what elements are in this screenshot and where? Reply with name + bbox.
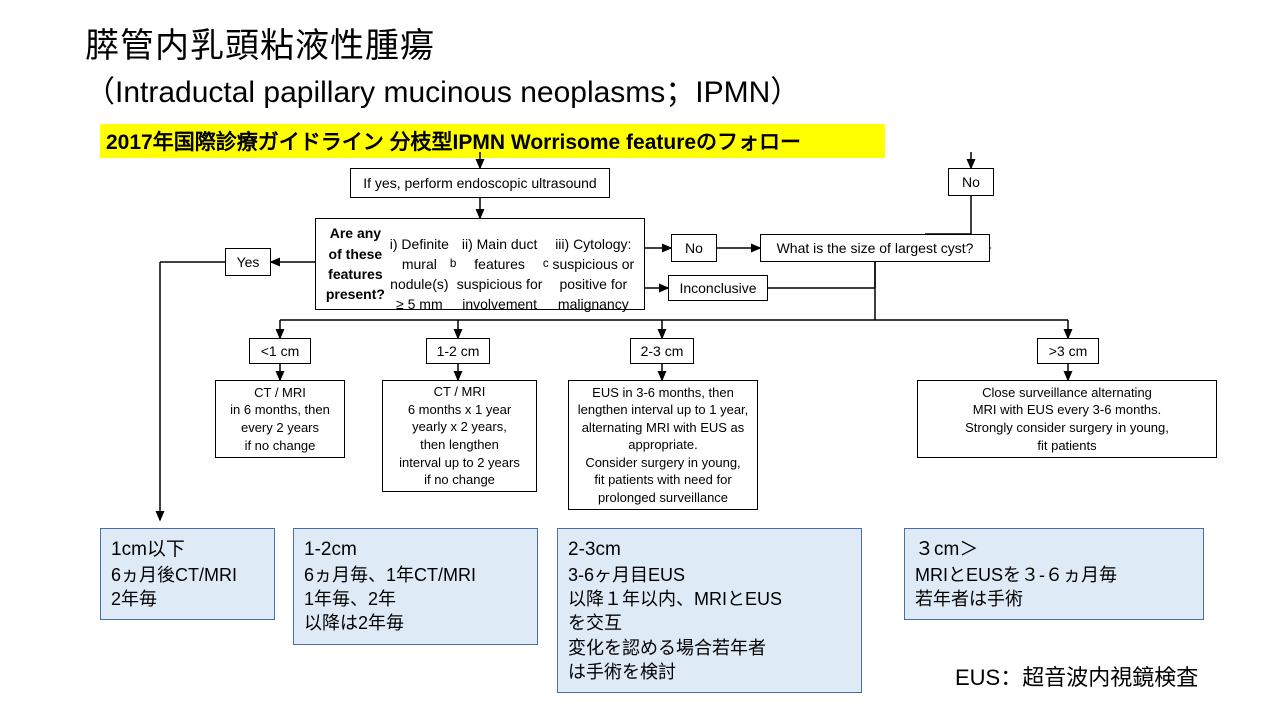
summary-body: 3-6ヶ月目EUS以降１年以内、MRIとEUSを交互変化を認める場合若年者は手術… xyxy=(568,563,851,684)
flow-node-c12: 1-2 cm xyxy=(426,338,490,364)
summary-heading: 1-2cm xyxy=(304,537,527,563)
flow-node-endo: If yes, perform endoscopic ultrasound xyxy=(350,168,610,198)
summary-box-2: 2-3cm3-6ヶ月目EUS以降１年以内、MRIとEUSを交互変化を認める場合若… xyxy=(557,528,862,693)
flow-node-f2: CT / MRI6 months x 1 yearyearly x 2 year… xyxy=(382,380,537,492)
summary-body: 6ヵ月後CT/MRI2年毎 xyxy=(111,563,264,612)
flow-node-f1: CT / MRIin 6 months, thenevery 2 yearsif… xyxy=(215,380,345,458)
summary-box-3: ３cm＞MRIとEUSを３‐６ヵ月毎若年者は手術 xyxy=(904,528,1204,620)
flow-node-incon: Inconclusive xyxy=(668,275,768,301)
summary-box-0: 1cm以下6ヵ月後CT/MRI2年毎 xyxy=(100,528,275,620)
footnote-eus: EUS：超音波内視鏡検査 xyxy=(955,660,1198,692)
flow-node-no1: No xyxy=(671,234,717,262)
summary-heading: 2-3cm xyxy=(568,537,851,563)
flow-node-yes: Yes xyxy=(225,248,271,276)
flow-node-f4: Close surveillance alternatingMRI with E… xyxy=(917,380,1217,458)
guideline-banner: 2017年国際診療ガイドライン 分枝型IPMN Worrisome featur… xyxy=(100,124,885,158)
title-jp: 膵管内乳頭粘液性腫瘍 xyxy=(85,18,800,67)
summary-heading: 1cm以下 xyxy=(111,537,264,563)
banner-text: 2017年国際診療ガイドライン 分枝型IPMN Worrisome featur… xyxy=(106,131,801,154)
flow-node-f3: EUS in 3-6 months, thenlengthen interval… xyxy=(568,380,758,510)
title-sub: （Intraductal papillary mucinous neoplasm… xyxy=(85,67,800,111)
flow-node-size: What is the size of largest cyst? xyxy=(760,234,990,262)
summary-body: 6ヵ月毎、1年CT/MRI1年毎、2年以降は2年毎 xyxy=(304,563,527,636)
footnote-text: EUS：超音波内視鏡検査 xyxy=(955,665,1198,690)
title-block: 膵管内乳頭粘液性腫瘍 （Intraductal papillary mucino… xyxy=(85,18,800,111)
summary-box-1: 1-2cm6ヵ月毎、1年CT/MRI1年毎、2年以降は2年毎 xyxy=(293,528,538,645)
summary-body: MRIとEUSを３‐６ヵ月毎若年者は手術 xyxy=(915,563,1193,612)
flow-node-noTop: No xyxy=(948,168,994,196)
summary-heading: ３cm＞ xyxy=(915,537,1193,563)
flow-node-features: Are any of these features present?i) Def… xyxy=(315,218,645,310)
flow-node-gt3: >3 cm xyxy=(1037,338,1099,364)
flow-node-c23: 2-3 cm xyxy=(630,338,694,364)
flow-node-lt1: <1 cm xyxy=(249,338,311,364)
